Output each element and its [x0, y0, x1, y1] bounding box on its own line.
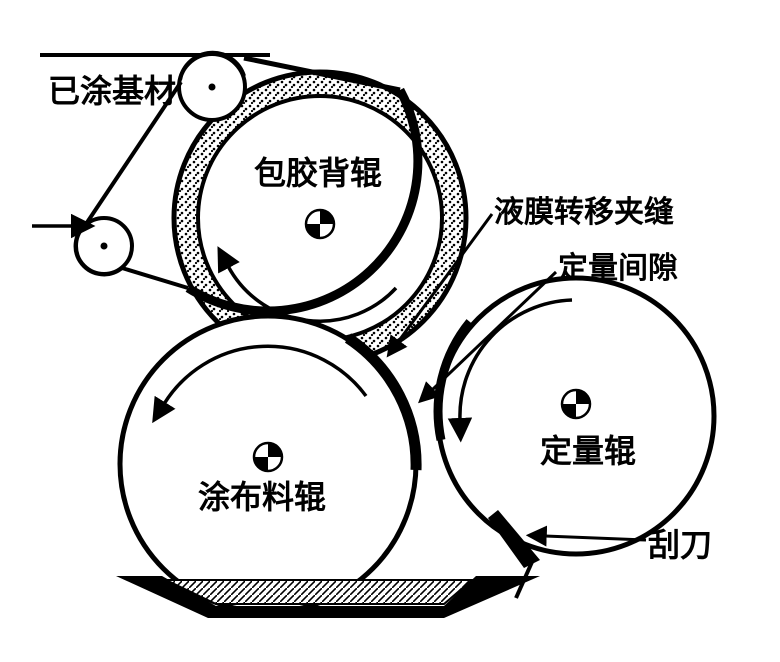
label-coated-substrate: 已涂基材 — [48, 73, 176, 109]
label-metering-roll: 定量辊 — [540, 433, 636, 469]
center-mark-backing — [306, 210, 334, 238]
label-applicator-roll: 涂布料辊 — [198, 479, 326, 515]
coating-liquid — [166, 580, 472, 604]
center-mark-metering — [562, 390, 590, 418]
label-metering-gap: 定量间隙 — [558, 251, 678, 285]
label-backing-roll: 包胶背辊 — [254, 155, 382, 191]
web-seg-2-back — [122, 268, 188, 288]
unwind-roll-2-dot — [101, 243, 108, 250]
label-film-transfer-nip: 液膜转移夹缝 — [494, 196, 674, 229]
label-doctor-blade: 刮刀 — [648, 527, 712, 563]
unwind-roll-1-dot — [209, 84, 216, 91]
center-mark-applicator — [254, 443, 282, 471]
